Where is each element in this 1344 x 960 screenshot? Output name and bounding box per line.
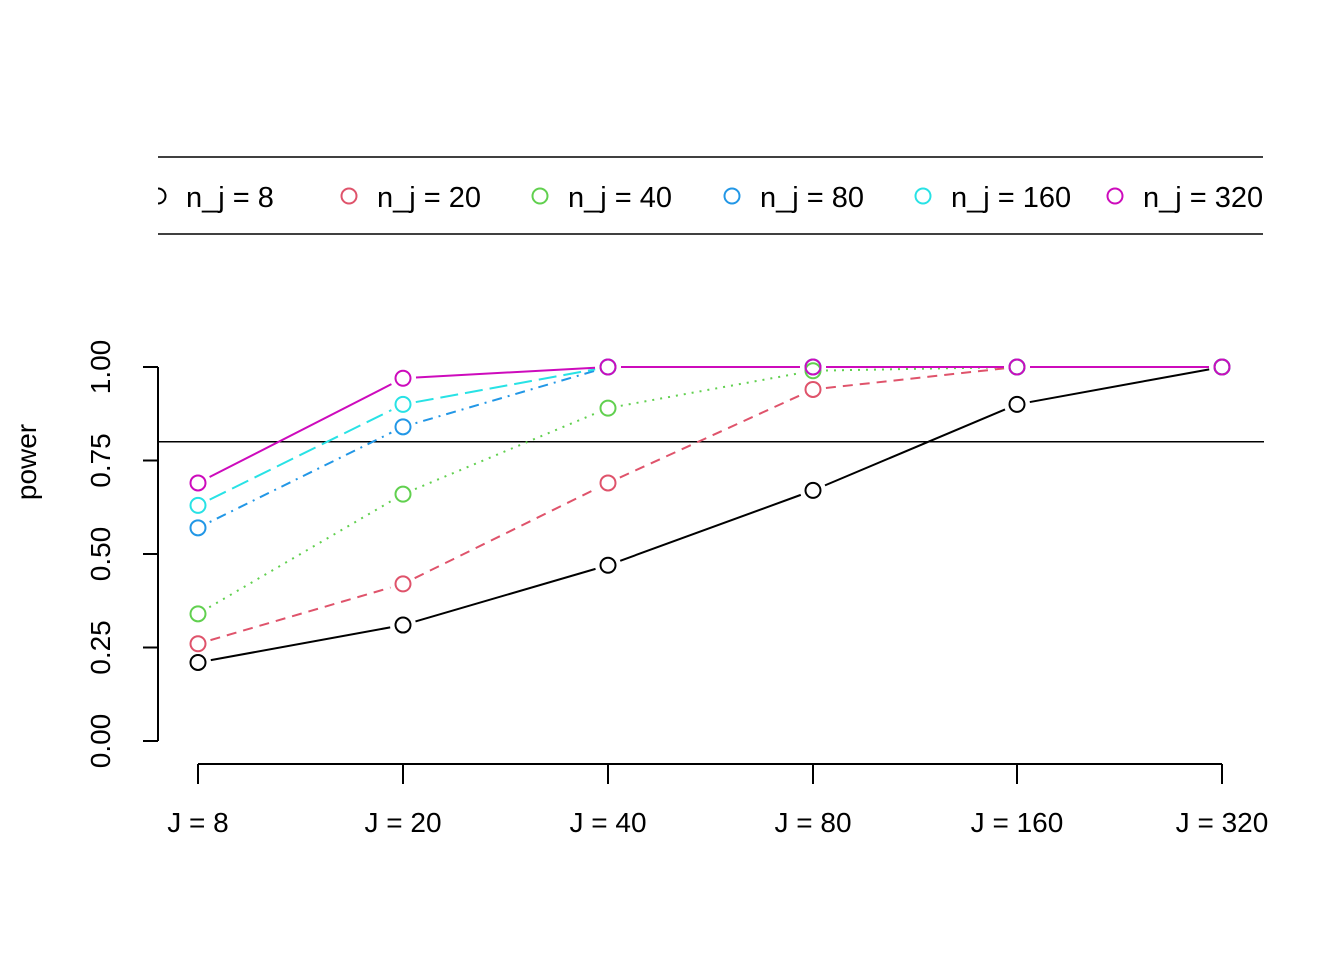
y-tick-label: 0.75 <box>85 433 116 488</box>
x-tick-label: J = 8 <box>167 807 228 838</box>
legend-symbol <box>531 187 549 205</box>
data-point <box>599 474 617 492</box>
series <box>189 358 1231 492</box>
series-line-segment <box>415 366 596 379</box>
series <box>189 358 1231 653</box>
legend-symbol <box>914 187 932 205</box>
data-point <box>1008 358 1026 376</box>
series-line-segment <box>1029 368 1210 404</box>
series-line-segment <box>619 493 802 562</box>
legend-label: n_j = 20 <box>377 182 481 214</box>
legend-symbol <box>1106 187 1124 205</box>
data-point <box>394 485 412 503</box>
x-tick-label: J = 160 <box>971 807 1064 838</box>
data-point <box>189 605 207 623</box>
series-line-segment <box>825 367 1005 390</box>
data-point <box>1008 395 1026 413</box>
x-tick-label: J = 20 <box>364 807 441 838</box>
y-tick-label: 0.25 <box>85 620 116 675</box>
y-tick-label: 1.00 <box>85 340 116 395</box>
y-tick-label: 0.00 <box>85 714 116 769</box>
data-point <box>599 399 617 417</box>
series-line-segment <box>415 567 596 623</box>
series-line-segment <box>210 626 391 662</box>
data-point <box>1213 358 1231 376</box>
legend-symbol <box>158 187 167 205</box>
data-point <box>189 635 207 653</box>
y-tick-label: 0.50 <box>85 527 116 582</box>
series-line-segment <box>619 393 802 479</box>
data-point <box>804 362 822 380</box>
series-line-segment <box>209 431 392 523</box>
data-point <box>599 358 617 376</box>
legend-label: n_j = 160 <box>951 182 1071 214</box>
series-line-segment <box>414 487 597 580</box>
data-point <box>189 653 207 671</box>
data-point <box>189 474 207 492</box>
data-point <box>189 519 207 537</box>
legend-label: n_j = 40 <box>568 182 672 214</box>
series <box>189 358 1231 514</box>
data-point <box>394 575 412 593</box>
data-point <box>804 380 822 398</box>
series <box>189 358 1231 537</box>
series-line-segment <box>209 383 392 478</box>
legend-label: n_j = 80 <box>760 182 864 214</box>
series-line-segment <box>209 409 392 501</box>
y-axis-label: power <box>11 424 42 500</box>
series-line-segment <box>415 369 596 425</box>
legend-label: n_j = 320 <box>1143 182 1263 214</box>
data-point <box>804 481 822 499</box>
series-line-segment <box>208 499 393 609</box>
x-tick-label: J = 40 <box>569 807 646 838</box>
data-point <box>394 418 412 436</box>
data-point <box>394 369 412 387</box>
series-line-segment <box>620 372 801 407</box>
x-tick-label: J = 80 <box>774 807 851 838</box>
series-line-segment <box>415 368 596 404</box>
legend-symbol <box>723 187 741 205</box>
data-point <box>599 556 617 574</box>
data-point <box>394 395 412 413</box>
series-line-segment <box>414 412 597 491</box>
series-line-segment <box>210 586 391 642</box>
series-line-segment <box>824 408 1006 487</box>
legend-symbol <box>340 187 358 205</box>
data-point <box>804 358 822 376</box>
data-point <box>394 616 412 634</box>
legend-label: n_j = 8 <box>186 182 274 214</box>
series-line-segment <box>825 366 1005 372</box>
x-tick-label: J = 320 <box>1176 807 1269 838</box>
legend: n_j = 8 n_j = 20 n_j = 40 n_j = 80 n_j = 160… <box>158 156 1263 235</box>
data-point <box>189 496 207 514</box>
series <box>189 358 1231 623</box>
